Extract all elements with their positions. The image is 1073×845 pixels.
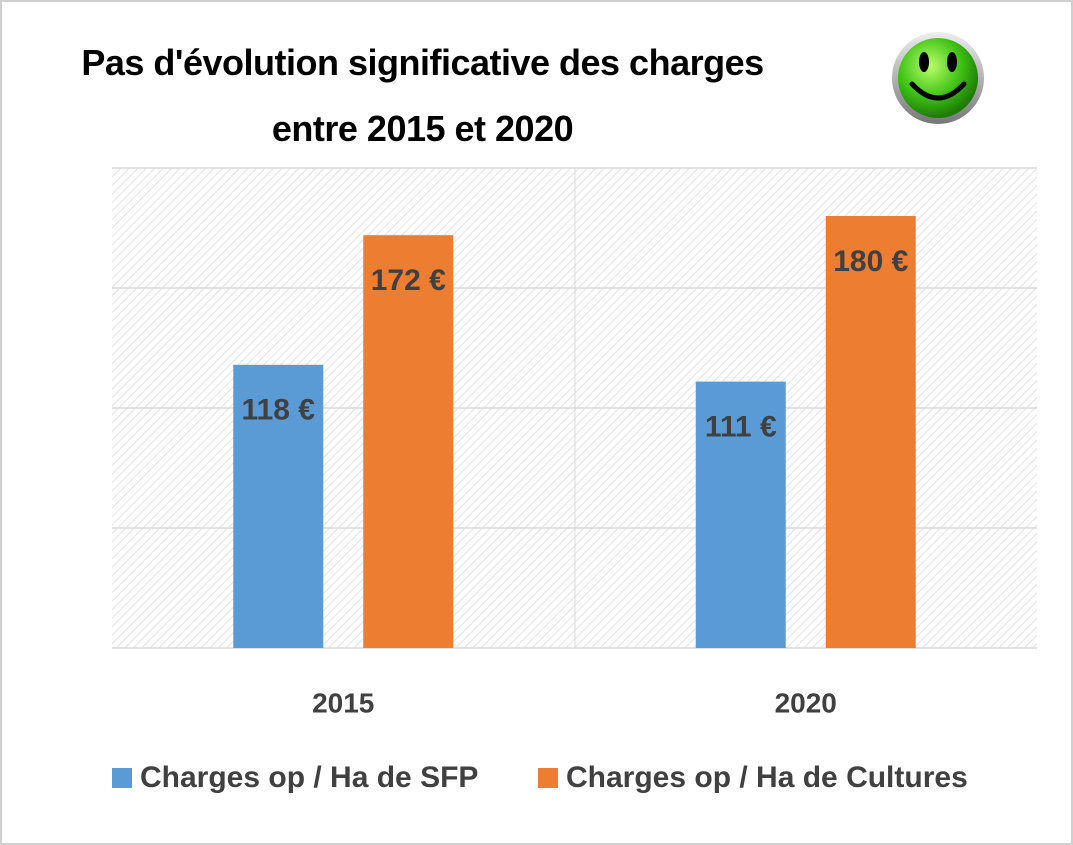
legend-swatch [112,768,132,788]
data-label: 172 € [371,264,446,297]
x-tick-label: 2020 [775,687,837,718]
data-label: 118 € [242,394,316,427]
data-label: 180 € [833,245,908,278]
x-tick-label: 2015 [312,687,374,718]
data-label: 111 € [705,411,777,444]
chart-title: Pas d'évolution significative des charge… [81,42,764,149]
bar [825,216,916,648]
smiley-icon [892,32,984,124]
legend-label: Charges op / Ha de Cultures [566,761,968,794]
bar [233,364,324,648]
legend-label: Charges op / Ha de SFP [140,761,478,794]
legend-swatch [538,768,558,788]
bar [695,381,786,648]
bar [363,235,454,648]
